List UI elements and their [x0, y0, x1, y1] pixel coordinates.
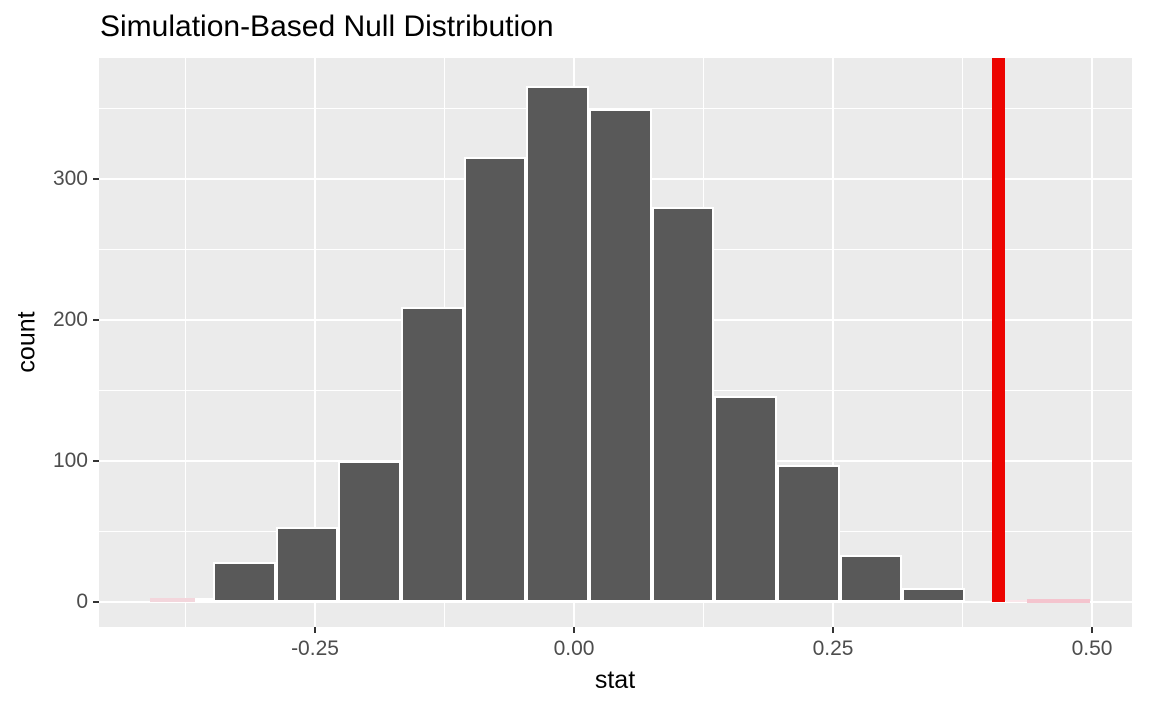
minor-gridline-vertical [185, 58, 186, 627]
y-axis-title: count [12, 311, 41, 373]
histogram-bar [902, 587, 966, 602]
x-axis-title: stat [594, 666, 636, 694]
x-tick-mark [314, 627, 316, 633]
x-tick-mark [1091, 627, 1093, 633]
histogram-bar [651, 207, 715, 602]
histogram-bar [589, 108, 652, 602]
major-gridline-vertical [832, 58, 834, 627]
histogram-bar-shaded [1026, 598, 1091, 603]
x-tick-mark [832, 627, 834, 633]
histogram-bar [400, 307, 464, 602]
minor-gridline-vertical [962, 58, 963, 627]
y-tick-label: 0 [76, 589, 88, 613]
y-tick-label: 200 [52, 308, 88, 332]
y-tick-label: 100 [52, 449, 88, 472]
histogram-bar [212, 562, 276, 602]
histogram-bar [839, 555, 903, 602]
observed-stat-line [992, 58, 1006, 602]
histogram-bar [777, 465, 840, 602]
y-tick-mark [93, 178, 99, 181]
major-gridline-vertical [314, 58, 316, 627]
x-tick-label: 0.25 [812, 637, 854, 660]
histogram-bar [275, 527, 339, 602]
y-tick-mark [93, 460, 99, 462]
histogram-bar [195, 597, 213, 602]
plot-title: Simulation-Based Null Distribution [100, 10, 554, 43]
histogram-bar [526, 86, 590, 602]
histogram-bar [714, 396, 778, 602]
histogram-bar [338, 461, 401, 602]
x-tick-label: -0.25 [291, 637, 339, 660]
histogram-bar [463, 156, 527, 602]
major-gridline-vertical [1091, 58, 1093, 627]
y-tick-label: 300 [52, 167, 88, 191]
major-gridline-horizontal [99, 600, 1132, 603]
histogram-bar-shaded [149, 597, 196, 602]
x-tick-label: 0.50 [1071, 637, 1113, 660]
plot-panel [99, 58, 1132, 627]
x-tick-mark [573, 627, 575, 633]
x-tick-label: 0.00 [553, 637, 595, 660]
y-tick-mark [93, 319, 99, 322]
y-tick-mark [93, 600, 99, 603]
